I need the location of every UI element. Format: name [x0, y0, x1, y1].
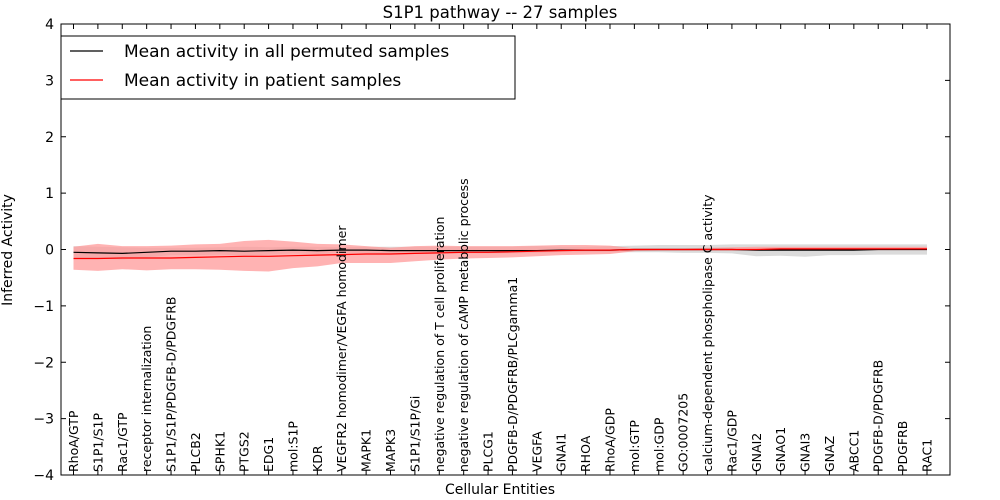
x-category-label: PDGFB-D/PDGFRB — [871, 360, 886, 472]
permuted-mean-line — [73, 248, 927, 255]
x-category-label: GNAO1 — [773, 427, 788, 472]
x-category-label: EDG1 — [261, 437, 276, 472]
y-tick-label: −1 — [33, 299, 54, 315]
x-category-label: RhoA/GTP — [66, 410, 81, 472]
plot-frame — [60, 23, 951, 476]
x-category-label: mol:S1P — [285, 421, 300, 472]
legend-label-permuted: Mean activity in all permuted samples — [124, 42, 449, 62]
series-lines — [73, 248, 927, 260]
x-category-label: GNAI1 — [554, 433, 569, 472]
x-category-label: PDGFRB — [895, 421, 910, 472]
x-category-label: ABCC1 — [846, 430, 861, 472]
x-category-label: PDGFB-D/PDGFRB/PLCgamma1 — [505, 277, 520, 472]
x-category-label: mol:GTP — [627, 420, 642, 472]
x-category-label: negative regulation of T cell proliferat… — [432, 217, 447, 472]
x-category-label: GNAI3 — [798, 433, 813, 472]
x-category-label: Rac1/GTP — [115, 412, 130, 472]
x-category-label: MAPK3 — [383, 429, 398, 472]
y-tick-label: 4 — [45, 17, 54, 33]
x-category-label: VEGFA — [529, 431, 544, 472]
x-category-label: Rac1/GDP — [724, 410, 739, 472]
x-category-label: GO:0007205 — [676, 393, 691, 472]
x-category-label: RAC1 — [920, 439, 935, 472]
x-category-label: RHOA — [578, 435, 593, 472]
x-category-label: PLCB2 — [188, 432, 203, 472]
patient-mean-line — [73, 248, 927, 260]
y-tick-label: −4 — [33, 468, 54, 484]
y-tick-label: 1 — [45, 186, 54, 202]
x-category-label: negative regulation of cAMP metabolic pr… — [456, 178, 471, 472]
x-category-label: mol:GDP — [651, 417, 666, 472]
chart-title: S1P1 pathway -- 27 samples — [383, 3, 618, 22]
x-category-label: KDR — [310, 445, 325, 472]
x-category-label: S1P1/S1P — [90, 413, 105, 472]
x-axis-title: Cellular Entities — [445, 482, 555, 498]
patient-band — [73, 239, 927, 272]
y-axis: −4 −3 −2 −1 0 1 2 3 4 — [33, 17, 950, 484]
x-category-label: receptor internalization — [139, 326, 154, 472]
x-category-label: RhoA/GDP — [602, 408, 617, 472]
x-category-label: S1P1/S1P/Gi — [407, 396, 422, 472]
y-tick-label: 3 — [45, 73, 54, 89]
y-tick-label: 0 — [45, 243, 54, 259]
y-tick-label: 2 — [45, 130, 54, 146]
x-category-label: S1P1/S1P/PDGFB-D/PDGFRB — [164, 297, 179, 473]
legend: Mean activity in all permuted samples Me… — [60, 35, 516, 100]
x-axis: RhoA/GTP S1P1/S1P Rac1/GTP receptor interna… — [66, 24, 935, 475]
y-tick-label: −2 — [33, 355, 54, 371]
y-axis-title: Inferred Activity — [0, 194, 16, 306]
x-category-label: PLCG1 — [481, 431, 496, 472]
legend-label-patient: Mean activity in patient samples — [124, 71, 401, 91]
x-category-label: SPHK1 — [212, 431, 227, 472]
x-category-label: GNAZ — [822, 436, 837, 472]
legend-box — [60, 35, 516, 100]
x-category-label: MAPK1 — [359, 429, 374, 472]
x-category-label: PTGS2 — [237, 431, 252, 472]
y-tick-label: −3 — [33, 412, 54, 428]
x-category-label: GNAI2 — [749, 433, 764, 472]
x-category-label: calcium-dependent phospholipase C activi… — [700, 194, 715, 472]
x-category-label: VEGFR2 homodimer/VEGFA homodimer — [334, 225, 349, 472]
